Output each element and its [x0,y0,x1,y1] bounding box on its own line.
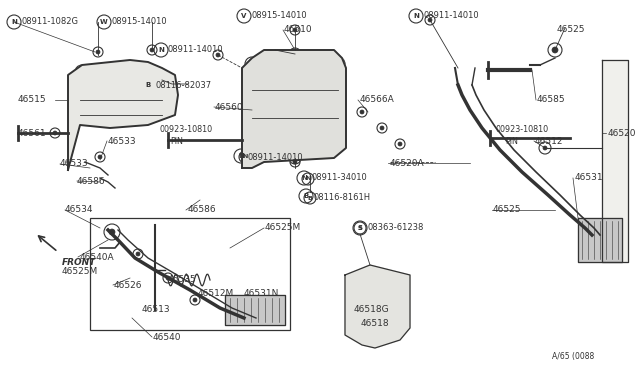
Text: 46540A: 46540A [80,253,115,262]
Text: 46531N: 46531N [244,289,280,298]
Circle shape [428,18,432,22]
Polygon shape [68,60,178,170]
Circle shape [150,48,154,52]
Text: 46520A: 46520A [390,158,424,167]
Text: 00923-10810: 00923-10810 [495,125,548,135]
Circle shape [552,47,558,53]
Text: 08915-14010: 08915-14010 [251,12,307,20]
Text: 46533: 46533 [108,137,136,145]
Polygon shape [345,265,410,348]
Text: S: S [358,225,362,231]
Text: 08915-14010: 08915-14010 [111,17,166,26]
Circle shape [398,142,402,146]
Text: B: B [308,196,312,201]
Text: 46513: 46513 [142,305,171,314]
Text: 46526: 46526 [114,280,143,289]
Circle shape [79,69,85,75]
Circle shape [293,28,297,32]
Circle shape [249,61,255,67]
Circle shape [53,131,57,135]
Polygon shape [225,295,285,325]
Text: N: N [301,175,307,181]
Circle shape [96,50,100,54]
Polygon shape [242,50,346,168]
Circle shape [166,276,170,280]
Text: 46586: 46586 [77,176,106,186]
Text: N: N [243,154,248,160]
Text: W: W [100,19,108,25]
Circle shape [335,61,341,67]
Text: 46512: 46512 [535,137,563,145]
Circle shape [293,52,297,56]
Text: 00923-10810: 00923-10810 [159,125,212,135]
Text: N: N [11,19,17,25]
Text: 46534: 46534 [65,205,93,215]
Text: 08911-14010: 08911-14010 [248,153,303,161]
Circle shape [136,252,140,256]
Text: 46566A: 46566A [360,96,395,105]
Circle shape [193,298,197,302]
Text: A/65 (0088: A/65 (0088 [552,353,595,362]
Text: 46525: 46525 [493,205,522,215]
Bar [90,218,290,330]
Circle shape [98,155,102,159]
Text: 46585: 46585 [537,96,566,105]
Text: FRONT: FRONT [62,258,96,267]
Text: 08363-61238: 08363-61238 [367,224,424,232]
Circle shape [380,126,384,130]
Text: 46533: 46533 [60,160,88,169]
Text: 46518: 46518 [361,318,390,327]
Polygon shape [602,60,628,262]
Text: 46525: 46525 [557,26,586,35]
Text: 46561: 46561 [18,128,47,138]
Circle shape [155,75,161,81]
Text: 46560: 46560 [215,103,244,112]
Polygon shape [578,218,622,262]
Text: 46510: 46510 [284,26,312,35]
Text: 46525M: 46525M [265,224,301,232]
Text: 46525M: 46525M [62,266,99,276]
Text: 08911-1082G: 08911-1082G [22,17,79,26]
Text: 08116-82037: 08116-82037 [155,80,211,90]
Text: B: B [145,82,150,88]
Circle shape [293,160,297,164]
Text: 46518G: 46518G [354,305,390,314]
Text: B: B [303,193,308,199]
Circle shape [109,229,115,235]
Text: S: S [358,225,362,231]
Circle shape [216,53,220,57]
Text: PIN: PIN [170,137,183,145]
Text: 46512M: 46512M [198,289,234,298]
Text: N: N [238,153,244,159]
Circle shape [293,156,297,160]
Text: N: N [158,47,164,53]
Text: 46515: 46515 [18,96,47,105]
Circle shape [543,146,547,150]
Text: 46531: 46531 [575,173,604,183]
Text: 08911-14010: 08911-14010 [423,12,479,20]
Circle shape [119,105,125,111]
Text: 46586: 46586 [188,205,216,215]
Text: N: N [305,176,310,182]
Text: 46535: 46535 [168,275,196,283]
Text: 08116-8161H: 08116-8161H [313,192,370,202]
Text: 08911-14010: 08911-14010 [168,45,223,55]
Text: 08911-34010: 08911-34010 [311,173,367,183]
Text: 46540: 46540 [153,333,182,341]
Text: PIN: PIN [505,137,518,145]
Text: V: V [241,13,246,19]
Text: 46520: 46520 [608,128,637,138]
Circle shape [360,110,364,114]
Text: N: N [413,13,419,19]
